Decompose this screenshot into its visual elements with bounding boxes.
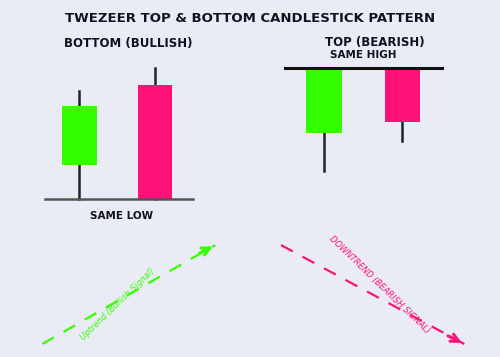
Text: TWEZEER TOP & BOTTOM CANDLESTICK PATTERN: TWEZEER TOP & BOTTOM CANDLESTICK PATTERN	[65, 12, 435, 25]
Text: Uptrend (Bullish Signal): Uptrend (Bullish Signal)	[78, 266, 156, 342]
Bar	[306, 69, 342, 133]
Text: SAME HIGH: SAME HIGH	[330, 50, 396, 60]
Text: SAME LOW: SAME LOW	[90, 211, 152, 221]
Bar	[138, 85, 172, 199]
Text: TOP (BEARISH): TOP (BEARISH)	[325, 36, 425, 49]
Bar	[385, 69, 420, 122]
Bar	[62, 106, 96, 165]
Text: BOTTOM (BULLISH): BOTTOM (BULLISH)	[64, 37, 193, 50]
Text: DOWNTREND (BEARISH SIGNAL): DOWNTREND (BEARISH SIGNAL)	[328, 235, 432, 336]
